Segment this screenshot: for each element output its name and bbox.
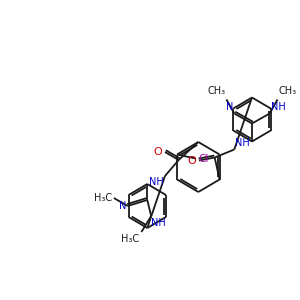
Text: N: N — [226, 103, 233, 112]
Text: NH: NH — [235, 139, 250, 148]
Text: H₃C: H₃C — [121, 234, 140, 244]
Text: Cl: Cl — [199, 154, 209, 164]
Text: O: O — [187, 155, 196, 166]
Text: NH: NH — [151, 218, 166, 228]
Text: NH: NH — [271, 103, 285, 112]
Text: CH₃: CH₃ — [207, 86, 226, 97]
Text: N: N — [119, 201, 127, 211]
Text: H₃C: H₃C — [94, 193, 112, 203]
Text: NH: NH — [149, 177, 164, 187]
Text: CH₃: CH₃ — [278, 86, 297, 97]
Text: O: O — [153, 147, 162, 157]
